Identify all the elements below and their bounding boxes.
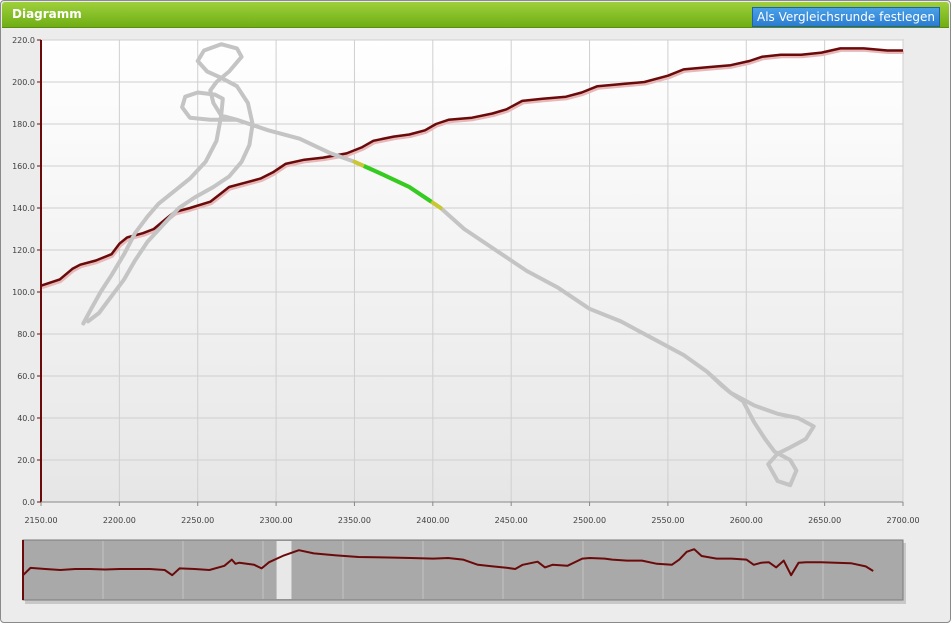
y-tick-label: 60.0 bbox=[17, 372, 35, 381]
x-tick-label: 2200.00 bbox=[103, 516, 136, 525]
navigator-background bbox=[22, 539, 904, 601]
x-tick-label: 2700.00 bbox=[886, 516, 919, 525]
y-axis-labels: 0.0 20.0 40.0 60.0 80.0 100.0 120.0 140.0 160.0 1… bbox=[12, 36, 35, 507]
y-tick-label: 0.0 bbox=[22, 498, 35, 507]
navigator-speed-line bbox=[22, 548, 874, 577]
y-tick-label: 180.0 bbox=[12, 120, 35, 129]
y-tick-label: 100.0 bbox=[12, 288, 35, 297]
x-tick-label: 2650.00 bbox=[808, 516, 841, 525]
y-tick-label: 120.0 bbox=[12, 246, 35, 255]
x-tick-label: 2600.00 bbox=[730, 516, 763, 525]
series-layer bbox=[40, 42, 904, 488]
x-axis-labels: 2150.00 2200.00 2250.00 2300.00 2350.00 2400.… bbox=[24, 516, 919, 525]
y-tick-label: 80.0 bbox=[17, 330, 35, 339]
track-line bbox=[81, 42, 816, 488]
set-comparison-lap-button[interactable]: Als Vergleichsrunde festlegen bbox=[752, 7, 940, 27]
plot-area bbox=[40, 39, 904, 503]
x-tick-label: 2500.00 bbox=[573, 516, 606, 525]
y-tick-label: 200.0 bbox=[12, 78, 35, 87]
navigator-series bbox=[22, 548, 874, 577]
navigator-window[interactable] bbox=[276, 541, 292, 599]
x-tick-label: 2450.00 bbox=[495, 516, 528, 525]
y-tick-label: 20.0 bbox=[17, 456, 35, 465]
y-tick-label: 140.0 bbox=[12, 204, 35, 213]
y-tick-label: 40.0 bbox=[17, 414, 35, 423]
speed-line bbox=[40, 47, 903, 287]
x-tick-label: 2150.00 bbox=[24, 516, 57, 525]
x-tick-label: 2250.00 bbox=[181, 516, 214, 525]
x-tick-label: 2400.00 bbox=[416, 516, 449, 525]
panel-title: Diagramm bbox=[12, 7, 82, 21]
track-highlight bbox=[363, 164, 433, 204]
x-tick-label: 2550.00 bbox=[651, 516, 684, 525]
x-tick-label: 2300.00 bbox=[260, 516, 293, 525]
y-tick-label: 160.0 bbox=[12, 162, 35, 171]
speed-line-shadow bbox=[41, 48, 904, 290]
navigator[interactable] bbox=[22, 539, 906, 604]
x-tick-label: 2350.00 bbox=[338, 516, 371, 525]
panel-header: Diagramm Als Vergleichsrunde festlegen bbox=[2, 2, 949, 28]
y-tick-label: 220.0 bbox=[12, 36, 35, 45]
